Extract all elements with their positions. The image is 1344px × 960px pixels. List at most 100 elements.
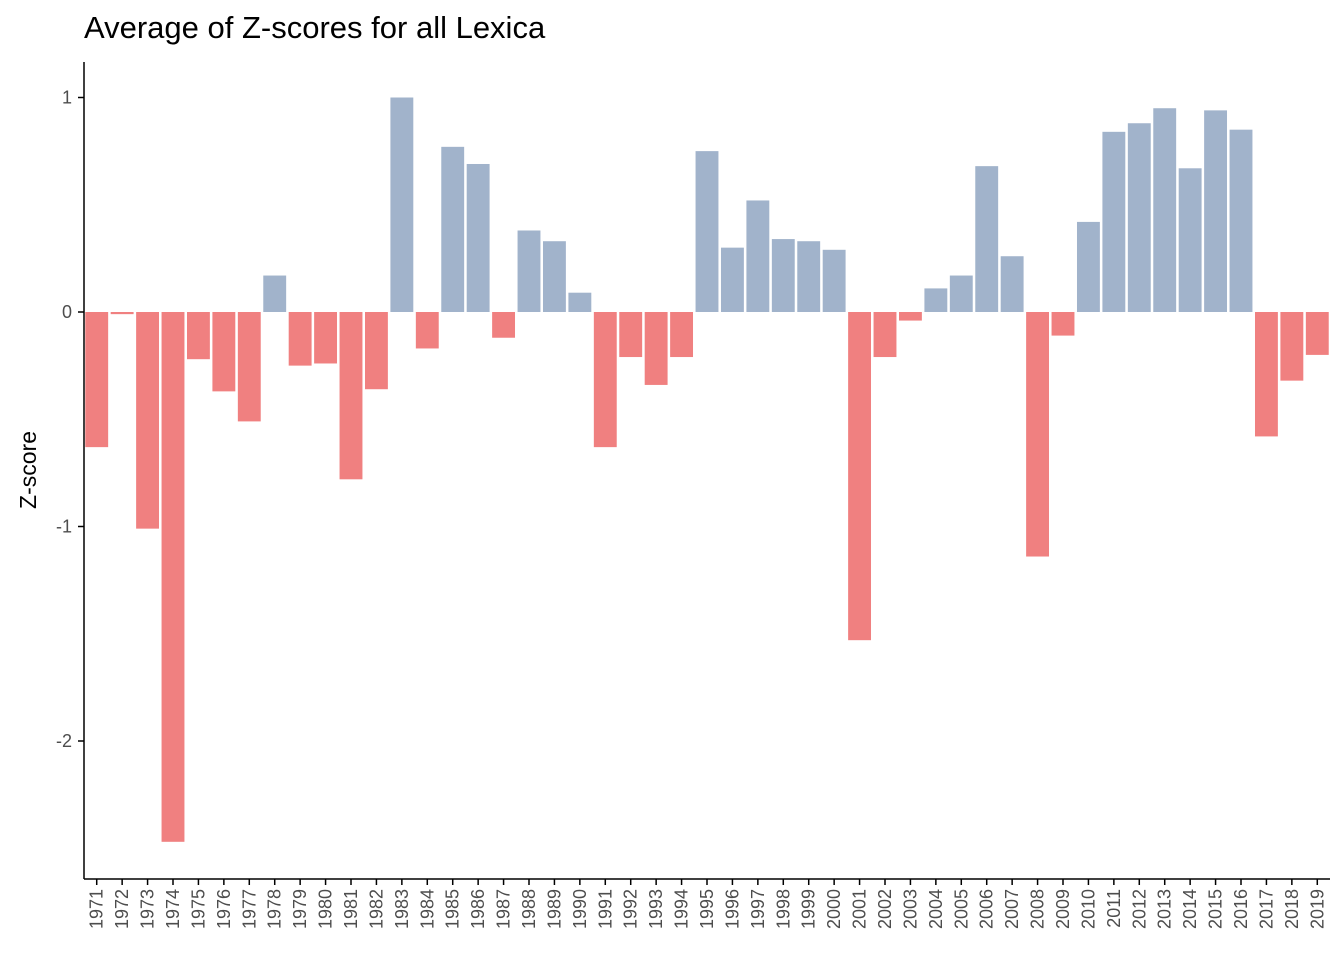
x-tick-label-1983: 1983 [392,889,412,929]
bar-1998 [771,239,795,312]
y-tick-label: 1 [62,88,72,108]
bar-1989 [542,241,566,312]
x-tick-label-1979: 1979 [290,889,310,929]
x-tick-label-2001: 2001 [850,889,870,929]
x-tick-label-1986: 1986 [468,889,488,929]
x-tick-label-1987: 1987 [494,889,514,929]
x-tick-label-1996: 1996 [722,889,742,929]
bar-2004 [924,288,948,312]
x-tick-label-2006: 2006 [977,889,997,929]
x-tick-label-2015: 2015 [1206,889,1226,929]
bars-group [85,97,1329,842]
x-tick-label-1999: 1999 [799,889,819,929]
x-tick-label-2017: 2017 [1256,889,1276,929]
x-tick-label-2013: 2013 [1155,889,1175,929]
x-tick-label-1980: 1980 [316,889,336,929]
bar-2009 [1051,312,1075,336]
bar-2014 [1178,168,1202,312]
bar-1971 [85,312,109,448]
bar-2013 [1153,108,1177,312]
x-tick-label-2018: 2018 [1282,889,1302,929]
y-tick-label: -1 [56,517,72,537]
x-tick-label-1981: 1981 [341,889,361,929]
bar-1991 [593,312,617,448]
bar-1987 [492,312,516,338]
x-tick-label-1998: 1998 [773,889,793,929]
y-tick-label: -2 [56,731,72,751]
bar-2011 [1102,131,1126,312]
x-tick-label-1994: 1994 [672,889,692,929]
bar-2017 [1254,312,1278,437]
bar-1999 [797,241,821,312]
x-tick-label-2003: 2003 [900,889,920,929]
bar-1981 [339,312,363,480]
bar-1977 [237,312,261,422]
bar-2019 [1305,312,1329,355]
x-tick-label-1989: 1989 [544,889,564,929]
x-tick-label-2012: 2012 [1129,889,1149,929]
bar-2012 [1127,123,1151,313]
bar-1992 [619,312,643,358]
bar-1993 [644,312,668,385]
y-ticks-group: 1 0 -1 -2 [56,88,84,751]
bar-1979 [288,312,312,366]
bar-1975 [186,312,210,360]
x-ticks-group: 1971 1972 1973 1974 1975 1976 1977 1978 1979 1980… [87,879,1327,929]
bar-1986 [466,163,490,312]
x-tick-label-1975: 1975 [188,889,208,929]
x-tick-label-2004: 2004 [926,889,946,929]
x-tick-label-2008: 2008 [1028,889,1048,929]
bar-1994 [670,312,694,358]
x-tick-label-2009: 2009 [1053,889,1073,929]
x-tick-label-1991: 1991 [595,889,615,929]
x-tick-label-1977: 1977 [239,889,259,929]
bar-2005 [949,275,973,312]
x-tick-label-1997: 1997 [748,889,768,929]
bar-1978 [263,275,287,312]
x-tick-label-2002: 2002 [875,889,895,929]
x-tick-label-2019: 2019 [1307,889,1327,929]
bar-2018 [1280,312,1304,381]
x-tick-label-2011: 2011 [1104,889,1124,928]
bar-1996 [720,247,744,312]
bar-2006 [975,166,999,312]
bar-2015 [1204,110,1228,313]
x-tick-label-1985: 1985 [443,889,463,929]
x-tick-label-2007: 2007 [1002,889,1022,929]
x-tick-label-1984: 1984 [417,889,437,929]
bar-1990 [568,292,592,312]
bar-1988 [517,230,541,312]
bar-1984 [415,312,439,349]
x-tick-label-2005: 2005 [951,889,971,929]
bar-2016 [1229,129,1253,312]
bar-1985 [441,146,465,312]
bar-1983 [390,97,414,312]
bar-2000 [822,249,846,312]
x-tick-label-2000: 2000 [824,889,844,929]
x-tick-label-1992: 1992 [621,889,641,929]
x-tick-label-1973: 1973 [138,889,158,929]
bar-2007 [1000,256,1024,312]
x-tick-label-1995: 1995 [697,889,717,929]
x-tick-label-1974: 1974 [163,889,183,929]
x-tick-label-1990: 1990 [570,889,590,929]
x-tick-label-1972: 1972 [112,889,132,929]
x-tick-label-1982: 1982 [366,889,386,929]
y-axis-title: Z-score [15,431,41,509]
bar-2002 [873,312,897,358]
chart-title: Average of Z-scores for all Lexica [84,10,546,45]
y-tick-label: 0 [62,302,72,322]
bar-1972 [110,312,134,315]
bar-2003 [898,312,922,321]
bar-1980 [314,312,338,364]
bar-1995 [695,151,719,312]
x-tick-label-2010: 2010 [1078,889,1098,929]
bar-1974 [161,312,185,842]
x-tick-label-1978: 1978 [265,889,285,929]
bar-2010 [1076,221,1100,312]
bar-1997 [746,200,770,312]
bar-1982 [364,312,388,390]
bar-1976 [212,312,236,392]
bar-2001 [848,312,872,641]
